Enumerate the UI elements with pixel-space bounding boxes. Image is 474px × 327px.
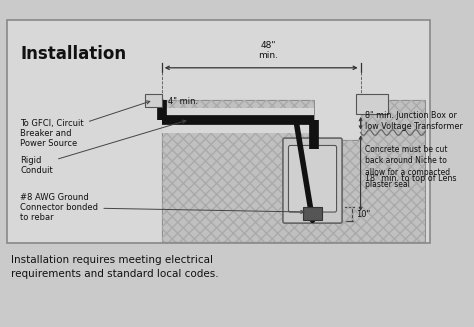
Text: Installation: Installation: [20, 45, 127, 63]
Text: 4" min.: 4" min.: [168, 96, 199, 106]
Text: #8 AWG Ground
Connector bonded
to rebar: #8 AWG Ground Connector bonded to rebar: [20, 193, 304, 222]
Text: Rigid
Conduit: Rigid Conduit: [20, 120, 186, 175]
Bar: [303, 207, 322, 220]
Polygon shape: [162, 100, 425, 242]
Bar: [356, 94, 388, 114]
Text: To GFCI, Circuit
Breaker and
Power Source: To GFCI, Circuit Breaker and Power Sourc…: [20, 101, 150, 148]
Text: 10": 10": [356, 210, 370, 219]
Bar: [145, 94, 162, 107]
Text: 48"
min.: 48" min.: [258, 41, 278, 60]
Text: Concrete must be cut
back around Niche to
allow for a compacted
plaster seal: Concrete must be cut back around Niche t…: [365, 145, 450, 189]
Bar: [8, 20, 430, 243]
Bar: [162, 108, 314, 132]
Text: 8" min. Junction Box or
low Voltage Transformer: 8" min. Junction Box or low Voltage Tran…: [365, 112, 463, 131]
Text: Installation requires meeting electrical
requirements and standard local codes.: Installation requires meeting electrical…: [11, 255, 219, 279]
FancyBboxPatch shape: [289, 146, 337, 212]
FancyBboxPatch shape: [283, 138, 342, 223]
Text: 18" min. to top of Lens: 18" min. to top of Lens: [365, 174, 457, 183]
